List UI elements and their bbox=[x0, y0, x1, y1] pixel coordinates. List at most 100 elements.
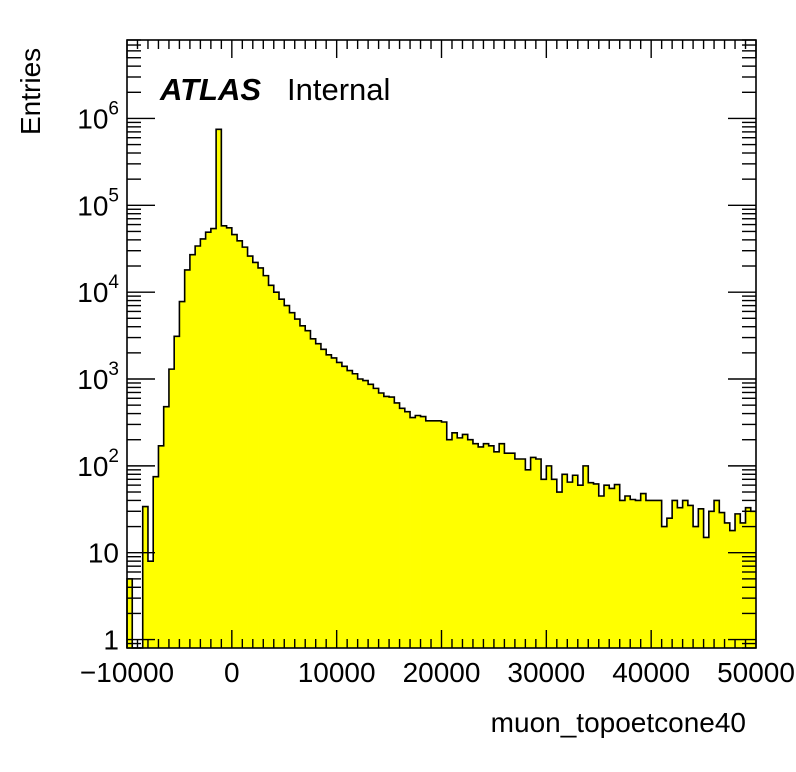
histogram-bin bbox=[231, 234, 238, 648]
histogram-bin bbox=[588, 482, 594, 648]
y-axis-title: Entries bbox=[15, 48, 46, 135]
histogram-bin bbox=[174, 336, 180, 648]
histogram-bin bbox=[441, 421, 448, 648]
histogram-bin bbox=[546, 465, 552, 648]
histogram-bin bbox=[645, 500, 652, 648]
histogram-bin bbox=[567, 482, 573, 648]
histogram-bin bbox=[289, 312, 296, 648]
histogram-bin bbox=[583, 465, 589, 648]
histogram-bin bbox=[142, 506, 149, 648]
histogram-bin bbox=[216, 129, 222, 649]
histogram-bin bbox=[541, 479, 547, 648]
histogram-bin bbox=[373, 388, 379, 648]
histogram-bin bbox=[488, 445, 495, 648]
histogram-bin bbox=[431, 420, 437, 648]
y-tick-label: 10 bbox=[88, 538, 119, 569]
y-tick-label: 105 bbox=[77, 185, 119, 221]
atlas-label: ATLAS bbox=[159, 72, 261, 107]
histogram-bin bbox=[703, 537, 710, 648]
histogram-bin bbox=[247, 256, 254, 648]
histogram-bin bbox=[420, 416, 427, 648]
histogram-bin bbox=[514, 458, 521, 648]
histogram-bin bbox=[320, 349, 327, 648]
histogram-bin bbox=[661, 526, 668, 648]
histogram-bin bbox=[682, 500, 689, 648]
histogram-bin bbox=[677, 507, 684, 648]
histogram-bin bbox=[478, 446, 484, 648]
histogram-bin bbox=[404, 411, 411, 648]
histogram-bin bbox=[368, 384, 374, 648]
histogram-bin bbox=[472, 443, 479, 648]
histogram-bin bbox=[294, 319, 301, 648]
histogram-bin bbox=[147, 561, 154, 648]
histogram-bin bbox=[562, 474, 568, 648]
histogram-bin bbox=[252, 262, 259, 648]
histogram-bin bbox=[331, 357, 338, 648]
histogram-bin bbox=[195, 245, 201, 648]
histogram-bin bbox=[504, 453, 511, 648]
histogram-bin bbox=[640, 493, 647, 648]
histogram-bin bbox=[326, 354, 332, 648]
histogram-bin bbox=[609, 488, 615, 648]
histogram-bin bbox=[729, 530, 736, 648]
histogram-bin bbox=[200, 238, 207, 648]
x-axis: −10000 0 10000 20000 30000 40000 50000 bbox=[80, 40, 795, 688]
histogram-bin bbox=[577, 485, 584, 648]
histogram-bin bbox=[687, 505, 694, 648]
histogram-bin bbox=[184, 269, 191, 648]
histogram-bin bbox=[624, 495, 631, 648]
histogram-bin bbox=[672, 500, 678, 648]
histogram-bin bbox=[336, 362, 343, 648]
x-tick-label: 20000 bbox=[403, 657, 481, 688]
histogram-bin bbox=[347, 370, 353, 648]
histogram-bin bbox=[394, 402, 400, 648]
histogram-bin bbox=[735, 513, 741, 648]
histogram-bin bbox=[509, 453, 516, 648]
histogram-bin bbox=[651, 500, 657, 648]
histogram-bin bbox=[603, 485, 610, 648]
histogram-bin bbox=[614, 484, 621, 648]
histogram-bin bbox=[284, 305, 290, 648]
histogram-bin bbox=[535, 458, 542, 648]
internal-label: Internal bbox=[287, 72, 390, 107]
histogram-bin bbox=[226, 227, 233, 648]
histogram-bin bbox=[258, 267, 264, 648]
histogram-bin bbox=[383, 396, 390, 648]
histogram-bin bbox=[273, 292, 280, 648]
histogram-bin bbox=[237, 240, 243, 648]
histogram-bin bbox=[693, 526, 699, 648]
histogram-bin bbox=[436, 420, 442, 648]
histogram-bin bbox=[189, 254, 196, 648]
histogram-bin bbox=[598, 495, 605, 648]
histogram-bin bbox=[168, 369, 175, 648]
histogram-bin bbox=[630, 499, 636, 648]
histogram-bin bbox=[279, 299, 285, 648]
histogram-bin bbox=[520, 458, 526, 648]
histogram-bin bbox=[158, 445, 165, 648]
histogram-bin bbox=[666, 518, 673, 648]
histogram-bin bbox=[389, 397, 395, 648]
histogram-bin bbox=[483, 443, 490, 648]
y-tick-label: 1 bbox=[103, 625, 119, 656]
histogram-bin bbox=[530, 457, 537, 648]
histogram-bin bbox=[593, 483, 600, 648]
histogram-bin bbox=[635, 500, 642, 648]
histogram-bin bbox=[499, 443, 505, 648]
histogram-bin bbox=[556, 492, 563, 648]
histogram-bin bbox=[263, 275, 269, 648]
histogram-bin bbox=[410, 417, 416, 648]
histogram-bin bbox=[462, 434, 469, 648]
x-tick-label: 40000 bbox=[612, 657, 690, 688]
histogram-bin bbox=[221, 225, 227, 649]
histogram-bin bbox=[362, 380, 369, 648]
y-tick-label: 102 bbox=[77, 446, 119, 482]
histogram-bin bbox=[357, 379, 364, 648]
histogram-bin bbox=[724, 522, 731, 648]
histogram-bin bbox=[268, 285, 275, 648]
histogram-bin bbox=[425, 420, 432, 648]
x-tick-label: 50000 bbox=[717, 657, 795, 688]
histogram-bin bbox=[210, 228, 217, 648]
y-tick-label: 104 bbox=[77, 272, 119, 308]
x-tick-label: 0 bbox=[224, 657, 240, 688]
